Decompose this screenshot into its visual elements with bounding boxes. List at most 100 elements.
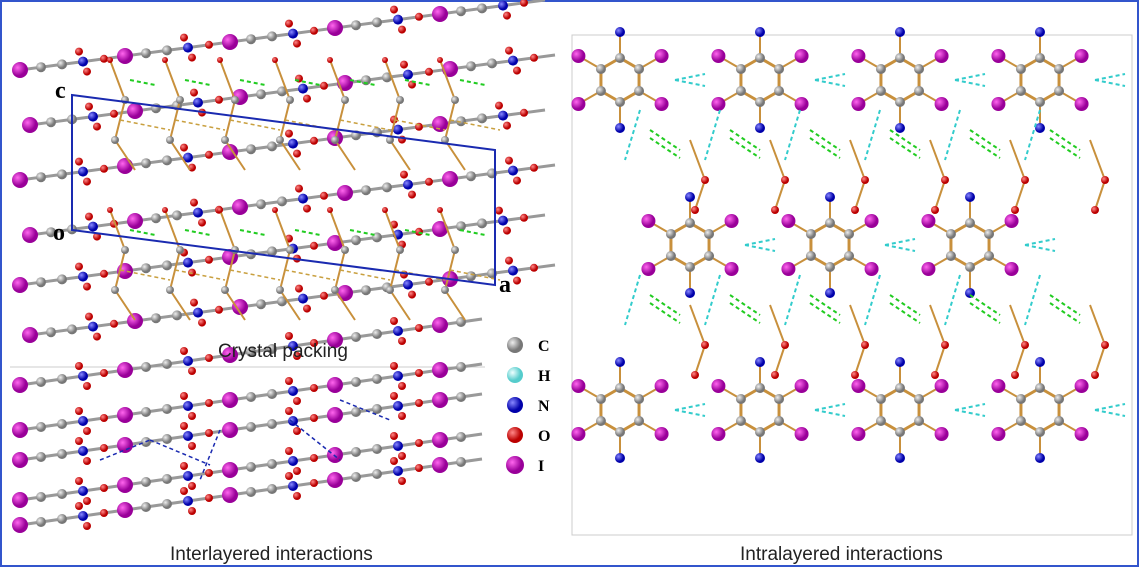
atom (513, 176, 521, 185)
bond (339, 399, 391, 421)
atom (466, 61, 476, 72)
bond (384, 59, 401, 101)
atom (12, 277, 28, 293)
atom (945, 229, 956, 239)
atom (277, 296, 287, 307)
atom (396, 96, 404, 104)
atom (393, 441, 403, 451)
atom (88, 321, 98, 332)
atom (844, 251, 855, 261)
atom (595, 86, 606, 96)
atom (327, 20, 343, 36)
bond (809, 294, 841, 316)
atom (1035, 27, 1045, 37)
unit-cell (71, 93, 496, 287)
atom (205, 150, 213, 159)
bond (1094, 409, 1126, 417)
atom (634, 86, 645, 96)
atom (36, 422, 46, 432)
bond (624, 109, 641, 161)
bond (1024, 238, 1056, 246)
atom (222, 144, 238, 160)
atom (83, 457, 91, 465)
atom (310, 414, 318, 422)
atom (508, 55, 518, 66)
atom (83, 427, 91, 435)
bond (854, 179, 866, 211)
bond (774, 344, 786, 376)
atom (774, 64, 785, 74)
legend: C H N O I (506, 337, 551, 475)
atom (205, 399, 213, 407)
bond (184, 229, 211, 236)
bond (444, 289, 466, 321)
bond (729, 294, 761, 316)
bond (784, 109, 801, 161)
atom (634, 394, 645, 404)
atom (945, 251, 956, 261)
atom (272, 57, 278, 63)
atom (110, 319, 118, 328)
atom (298, 83, 308, 94)
bond (814, 409, 846, 417)
atom (285, 377, 293, 385)
bond (404, 229, 431, 236)
bond (1049, 302, 1081, 324)
atom (83, 177, 91, 186)
bond (274, 59, 291, 101)
atom (78, 446, 88, 456)
atom (285, 332, 293, 340)
bond (339, 269, 391, 281)
bond (774, 179, 786, 211)
atom (615, 427, 625, 437)
bond (109, 59, 126, 101)
atom (941, 341, 949, 349)
atom (805, 229, 816, 239)
atom (361, 285, 371, 296)
atom (117, 407, 133, 423)
atom (267, 31, 277, 42)
atom (691, 371, 699, 379)
atom (372, 404, 382, 414)
atom (495, 206, 503, 215)
atom (665, 229, 676, 239)
atom (180, 462, 188, 470)
bond (114, 289, 136, 321)
atom (1091, 206, 1099, 214)
atom (327, 407, 343, 423)
atom (75, 47, 83, 56)
atom (755, 27, 765, 37)
bond (944, 274, 961, 326)
caption: Interlayered interactions (170, 544, 373, 565)
bond (809, 129, 841, 151)
atom (771, 371, 779, 379)
atom (432, 116, 448, 132)
bond (274, 209, 291, 251)
atom (755, 123, 765, 133)
atom (183, 401, 193, 411)
bond (1094, 344, 1106, 376)
atom (100, 369, 108, 377)
atom (634, 64, 645, 74)
atom (310, 384, 318, 392)
atom (351, 377, 361, 387)
atom (188, 442, 196, 450)
atom (895, 383, 905, 393)
atom (205, 40, 213, 49)
atom (93, 122, 101, 131)
atom (735, 64, 746, 74)
atom (180, 347, 188, 355)
atom (190, 198, 198, 207)
atom (351, 407, 361, 417)
atom (288, 481, 298, 491)
atom (256, 89, 266, 100)
bond (674, 403, 706, 411)
bond (864, 109, 881, 161)
legend-label: I (538, 458, 544, 475)
atom (117, 48, 133, 64)
atom (895, 97, 905, 107)
atom (685, 192, 695, 202)
atom (205, 469, 213, 477)
atom (295, 184, 303, 193)
atom (277, 86, 287, 97)
